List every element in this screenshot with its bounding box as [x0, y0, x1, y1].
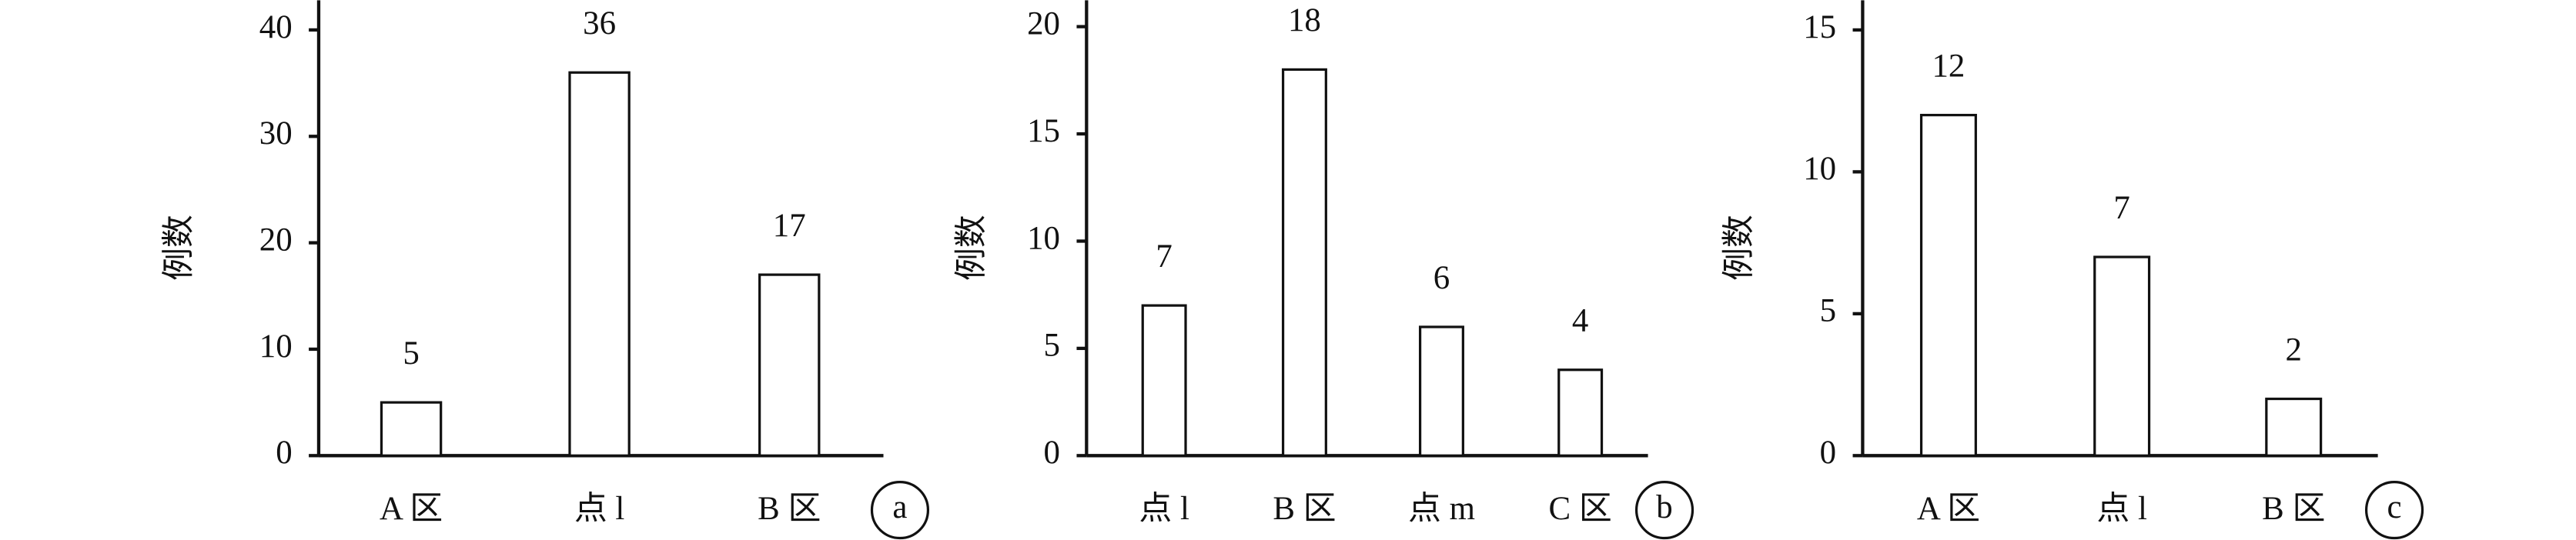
y-tick-label: 20: [259, 222, 293, 258]
x-tick-label: 点 l: [1139, 491, 1189, 527]
y-tick-label: 15: [1027, 113, 1060, 149]
bar: [2093, 255, 2151, 457]
y-axis-label: 例数: [161, 215, 197, 281]
bar: [1418, 325, 1464, 457]
y-tick-label: 0: [276, 435, 292, 471]
value-label: 17: [773, 208, 806, 244]
x-tick-label: B 区: [758, 491, 821, 527]
value-label: 36: [583, 5, 616, 42]
x-tick-label: 点 l: [2096, 491, 2147, 527]
x-tick-label: 点 m: [1408, 491, 1475, 527]
y-tick-label: 5: [1044, 328, 1060, 364]
panel-badge: [1634, 481, 1694, 540]
bar: [380, 401, 443, 457]
y-tick-label: 10: [1803, 151, 1836, 187]
bar: [1281, 68, 1327, 457]
x-tick-label: B 区: [1273, 491, 1336, 527]
x-tick-label: 点 l: [574, 491, 625, 527]
bar: [568, 71, 631, 457]
y-tick-label: 0: [1820, 435, 1836, 471]
y-tick-label: 40: [259, 9, 293, 45]
y-tick-label: 10: [1027, 220, 1060, 256]
y-tick-label: 30: [259, 115, 293, 152]
y-tick-label: 0: [1044, 435, 1060, 471]
bar: [758, 273, 821, 457]
y-axis-label: 例数: [953, 215, 989, 281]
value-label: 12: [1932, 48, 1965, 84]
bar: [2265, 397, 2323, 457]
panel-badge: [2364, 481, 2424, 540]
value-label: 4: [1572, 303, 1588, 339]
x-tick-label: B 区: [2262, 491, 2325, 527]
panel-badge: [870, 481, 930, 540]
x-tick-label: A 区: [380, 491, 443, 527]
y-tick-label: 10: [259, 328, 293, 365]
x-tick-label: A 区: [1917, 491, 1980, 527]
value-label: 6: [1434, 260, 1450, 296]
x-tick-label: C 区: [1549, 491, 1612, 527]
y-axis-label: 例数: [1721, 215, 1758, 281]
value-label: 7: [2113, 190, 2129, 226]
y-tick-label: 15: [1803, 9, 1836, 45]
value-label: 7: [1156, 238, 1172, 275]
value-label: 18: [1288, 2, 1321, 38]
panel-label: b: [1656, 489, 1672, 525]
value-label: 2: [2286, 332, 2302, 368]
panel-label: a: [892, 489, 907, 525]
bar: [1141, 304, 1187, 457]
y-tick-label: 5: [1820, 293, 1836, 329]
bar: [1557, 368, 1604, 457]
value-label: 5: [403, 335, 419, 372]
panel-label: c: [2387, 489, 2402, 525]
y-tick-label: 20: [1027, 5, 1060, 42]
bar: [1919, 113, 1977, 457]
